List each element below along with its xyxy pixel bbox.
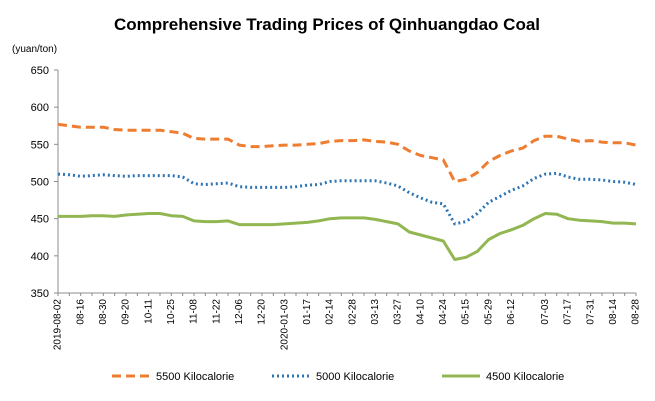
y-axis-unit-label: (yuan/ton) — [12, 44, 57, 55]
y-tick-label: 350 — [31, 288, 49, 300]
x-tick-label: 08-28 — [631, 299, 642, 325]
x-tick-label: 07-17 — [563, 299, 574, 325]
x-tick-label: 01-17 — [302, 299, 313, 325]
x-tick-label: 2020-01-03 — [279, 299, 290, 351]
legend-label-0: 5500 Kilocalorie — [156, 371, 234, 383]
x-tick-label: 11-22 — [211, 299, 222, 324]
x-tick-label: 06-12 — [506, 299, 517, 325]
series-line-2 — [58, 212, 637, 261]
x-tick-label: 09-20 — [121, 299, 132, 325]
x-tick-label: 12-06 — [234, 299, 245, 325]
legend: 5500 Kilocalorie 5000 Kilocalorie 4500 Kil… — [112, 371, 564, 383]
x-tick-label: 05-29 — [483, 299, 494, 325]
x-tick-label: 07-31 — [585, 299, 596, 325]
series-line-1 — [57, 171, 637, 226]
x-tick-label: 10-25 — [166, 299, 177, 325]
x-tick-label: 08-30 — [98, 299, 109, 325]
x-tick-label: 10-11 — [143, 299, 154, 324]
x-tick-label: 2019-08-02 — [53, 299, 64, 351]
y-tick-label: 650 — [31, 65, 49, 77]
x-tick-label: 03-13 — [370, 299, 381, 325]
legend-label-2: 4500 Kilocalorie — [486, 371, 564, 383]
x-tick-label: 04-10 — [415, 299, 426, 325]
axes — [57, 70, 636, 294]
x-tick-label: 11-08 — [189, 299, 200, 324]
series-lines — [57, 122, 637, 261]
y-tick-label: 550 — [31, 139, 49, 151]
y-tick-label: 600 — [31, 102, 49, 114]
y-tick-label: 500 — [31, 177, 49, 189]
x-tick-label: 12-20 — [257, 299, 268, 325]
legend-label-1: 5000 Kilocalorie — [316, 371, 394, 383]
x-tick-label: 02-28 — [347, 299, 358, 325]
x-tick-label: 04-24 — [438, 299, 449, 325]
y-tick-label: 400 — [31, 251, 49, 263]
x-tick-label: 08-14 — [608, 299, 619, 325]
y-tick-labels: 350 400 450 500 550 600 650 — [31, 65, 58, 300]
x-tick-label: 07-03 — [540, 299, 551, 325]
x-tick-label: 02-14 — [325, 299, 336, 325]
x-tick-label: 08-16 — [75, 299, 86, 325]
chart-title: Comprehensive Trading Prices of Qinhuang… — [114, 15, 540, 34]
x-tick-label: 03-27 — [393, 299, 404, 325]
x-tick-label: 05-15 — [461, 299, 472, 325]
y-tick-label: 450 — [31, 214, 49, 226]
x-tick-labels: 2019-08-02 08-16 08-30 09-20 10-11 10-25 11-08… — [53, 293, 642, 350]
